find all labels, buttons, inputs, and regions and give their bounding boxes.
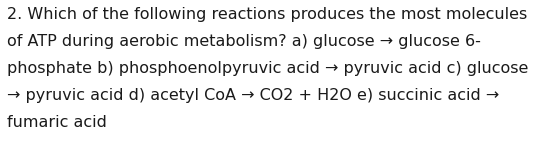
Text: of ATP during aerobic metabolism? a) glucose → glucose 6-: of ATP during aerobic metabolism? a) glu…	[7, 34, 480, 49]
Text: fumaric acid: fumaric acid	[7, 115, 107, 130]
Text: phosphate b) phosphoenolpyruvic acid → pyruvic acid c) glucose: phosphate b) phosphoenolpyruvic acid → p…	[7, 61, 528, 76]
Text: → pyruvic acid d) acetyl CoA → CO2 + H2O e) succinic acid →: → pyruvic acid d) acetyl CoA → CO2 + H2O…	[7, 88, 499, 103]
Text: 2. Which of the following reactions produces the most molecules: 2. Which of the following reactions prod…	[7, 7, 527, 22]
